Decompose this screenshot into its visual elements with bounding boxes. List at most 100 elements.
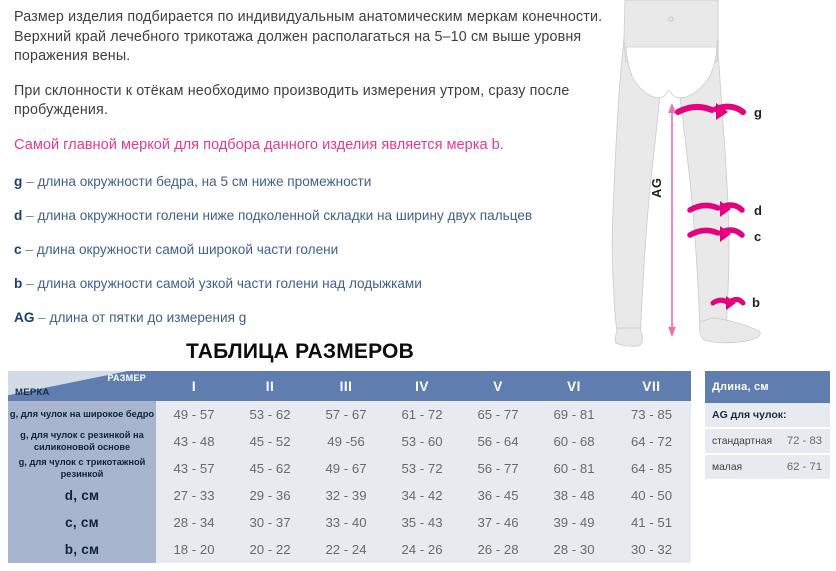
corner-size-label: РАЗМЕР xyxy=(107,373,146,383)
length-table: Длина, см AG для чулок: стандартная 72 -… xyxy=(705,371,831,481)
illustration-label-d: d xyxy=(754,203,762,218)
definition-text-c: длина окружности самой широкой части гол… xyxy=(36,241,339,257)
female-legs-figure xyxy=(611,0,761,347)
table-cell: 26 - 28 xyxy=(460,536,536,563)
definition-key-ag: AG xyxy=(14,309,35,325)
table-row: g, для чулок на широкое бедро 49 - 57 53… xyxy=(8,401,691,428)
instructions-column: Размер изделия подбирается по индивидуал… xyxy=(14,8,604,343)
length-table-subtitle: AG для чулок: xyxy=(705,403,831,429)
table-cell: 38 - 48 xyxy=(536,482,612,509)
definition-c: c – длина окружности самой широкой части… xyxy=(14,241,604,259)
length-table-subtitle-row: AG для чулок: xyxy=(705,403,831,429)
table-cell: 18 - 20 xyxy=(156,536,232,563)
table-cell: 53 - 72 xyxy=(384,455,460,482)
definition-d: d – длина окружности голени ниже подколе… xyxy=(14,207,604,225)
row-label: b, см xyxy=(8,536,156,563)
definition-key-c: c xyxy=(14,241,22,257)
table-cell: 49 -56 xyxy=(308,428,384,455)
size-tables-area: РАЗМЕР МЕРКА I II III IV V VI VII g, для… xyxy=(8,371,831,567)
row-label: g, для чулок на широкое бедро xyxy=(8,401,156,428)
table-row: g, для чулок с резинкой на силиконовой о… xyxy=(8,428,691,455)
table-cell: 45 - 62 xyxy=(232,455,308,482)
definition-key-d: d xyxy=(14,207,23,223)
key-measurement-note: Самой главной меркой для подбора данного… xyxy=(14,136,504,153)
table-cell: 64 - 85 xyxy=(612,455,691,482)
table-cell: 39 - 49 xyxy=(536,509,612,536)
column-header-7: VII xyxy=(612,371,691,401)
definition-dash: – xyxy=(26,207,34,223)
table-cell: 37 - 46 xyxy=(460,509,536,536)
table-cell: 73 - 85 xyxy=(612,401,691,428)
row-label: g, для чулок с трикотажной резинкой xyxy=(8,455,156,482)
table-cell: 53 - 60 xyxy=(384,428,460,455)
row-label: c, см xyxy=(8,509,156,536)
table-cell: 29 - 36 xyxy=(232,482,308,509)
intro-paragraph-1: Размер изделия подбирается по индивидуал… xyxy=(14,9,603,64)
definition-dash: – xyxy=(26,173,34,189)
measure-arrow-g xyxy=(675,103,746,115)
definition-text-d: длина окружности голени ниже подколенной… xyxy=(37,207,533,223)
length-table-row: малая 62 - 71 xyxy=(705,454,831,481)
table-cell: 36 - 45 xyxy=(460,482,536,509)
table-cell: 30 - 37 xyxy=(232,509,308,536)
definition-b: b – длина окружности самой узкой части г… xyxy=(14,275,604,293)
size-table: РАЗМЕР МЕРКА I II III IV V VI VII g, для… xyxy=(8,371,691,563)
table-cell: 64 - 72 xyxy=(612,428,691,455)
column-header-3: III xyxy=(308,371,384,401)
column-header-5: V xyxy=(460,371,536,401)
corner-measure-label: МЕРКА xyxy=(15,387,50,398)
table-row: g, для чулок с трикотажной резинкой 43 -… xyxy=(8,455,691,482)
measure-arrow-d-heads xyxy=(720,201,731,217)
table-row: c, см 28 - 34 30 - 37 33 - 40 35 - 43 37… xyxy=(8,509,691,536)
definition-text-g: длина окружности бедра, на 5 см ниже про… xyxy=(37,173,372,189)
measure-arrow-c-heads xyxy=(720,226,731,242)
illustration-label-ag: AG xyxy=(649,177,664,198)
column-header-1: I xyxy=(156,371,232,401)
table-cell: 45 - 52 xyxy=(232,428,308,455)
table-cell: 32 - 39 xyxy=(308,482,384,509)
table-corner-header: РАЗМЕР МЕРКА xyxy=(8,371,156,401)
table-cell: 33 - 40 xyxy=(308,509,384,536)
measure-arrow-c xyxy=(687,227,745,238)
table-cell: 43 - 57 xyxy=(156,455,232,482)
measure-arrow-b-heads xyxy=(726,296,736,310)
length-row-name: стандартная xyxy=(705,428,777,455)
table-cell: 40 - 50 xyxy=(612,482,691,509)
definition-dash: – xyxy=(25,241,33,257)
table-cell: 56 - 77 xyxy=(460,455,536,482)
table-cell: 69 - 81 xyxy=(536,401,612,428)
table-cell: 34 - 42 xyxy=(384,482,460,509)
size-table-title: ТАБЛИЦА РАЗМЕРОВ xyxy=(186,340,414,363)
intro-paragraph-2: При склонности к отёкам необходимо произ… xyxy=(14,82,570,119)
illustration-label-c: c xyxy=(754,229,762,244)
definition-dash: – xyxy=(38,309,46,325)
table-cell: 53 - 62 xyxy=(232,401,308,428)
table-cell: 28 - 34 xyxy=(156,509,232,536)
definition-text-ag: длина от пятки до измерения g xyxy=(49,309,247,325)
row-label: d, см xyxy=(8,482,156,509)
length-row-value: 72 - 83 xyxy=(777,428,831,455)
body-silhouette xyxy=(611,0,761,347)
measure-arrow-d xyxy=(687,202,745,213)
table-cell: 24 - 26 xyxy=(384,536,460,563)
table-cell: 49 - 57 xyxy=(156,401,232,428)
illustration-label-g: g xyxy=(754,105,762,120)
table-cell: 27 - 33 xyxy=(156,482,232,509)
table-cell: 30 - 32 xyxy=(612,536,691,563)
table-cell: 65 - 77 xyxy=(460,401,536,428)
measurement-definitions-list: g – длина окружности бедра, на 5 см ниже… xyxy=(14,173,604,327)
length-table-row: стандартная 72 - 83 xyxy=(705,428,831,455)
table-cell: 56 - 64 xyxy=(460,428,536,455)
table-header-row: РАЗМЕР МЕРКА I II III IV V VI VII xyxy=(8,371,691,401)
table-cell: 49 - 67 xyxy=(308,455,384,482)
table-cell: 22 - 24 xyxy=(308,536,384,563)
table-row: d, см 27 - 33 29 - 36 32 - 39 34 - 42 36… xyxy=(8,482,691,509)
definition-key-g: g xyxy=(14,173,23,189)
table-cell: 43 - 48 xyxy=(156,428,232,455)
table-cell: 20 - 22 xyxy=(232,536,308,563)
definition-ag: AG – длина от пятки до измерения g xyxy=(14,309,604,327)
table-cell: 61 - 72 xyxy=(384,401,460,428)
length-row-value: 62 - 71 xyxy=(777,454,831,481)
definition-dash: – xyxy=(26,275,34,291)
